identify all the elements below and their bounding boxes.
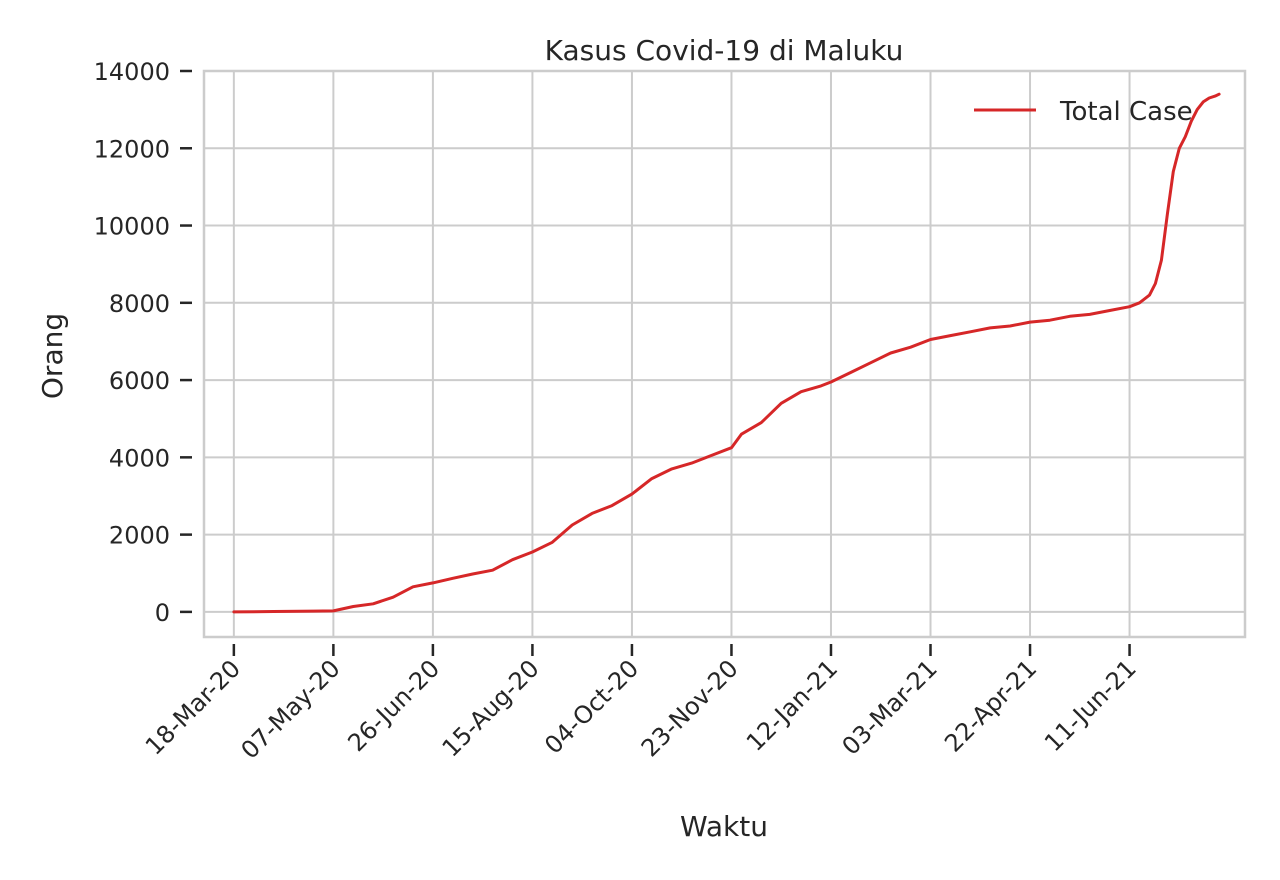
y-tick-label: 14000	[94, 58, 170, 86]
y-tick-label: 10000	[94, 213, 170, 241]
chart-title: Kasus Covid-19 di Maluku	[545, 34, 904, 67]
y-axis-label: Orang	[36, 313, 69, 399]
y-ticks: 0 2000 4000 6000 8000 10000 12000 14000	[94, 58, 192, 627]
legend: Total Case	[974, 97, 1193, 127]
x-axis-label: Waktu	[680, 810, 768, 843]
y-tick-label: 6000	[109, 367, 170, 395]
legend-label-total-case: Total Case	[1059, 97, 1193, 127]
grid	[204, 70, 1245, 637]
plot-frame	[202, 69, 1247, 639]
series	[232, 92, 1221, 614]
series-line-total-case	[232, 92, 1221, 614]
y-tick-label: 4000	[109, 444, 170, 472]
y-tick-label: 12000	[94, 135, 170, 163]
y-tick-label: 0	[155, 599, 170, 627]
y-tick-label: 8000	[109, 290, 170, 318]
y-tick-label: 2000	[109, 522, 170, 550]
